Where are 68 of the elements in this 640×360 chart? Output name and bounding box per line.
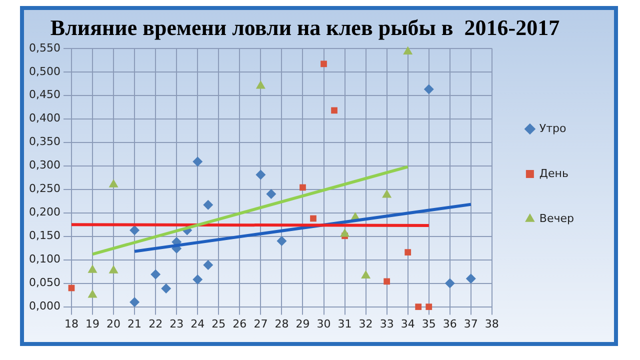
- point: [424, 84, 434, 94]
- point: [130, 297, 140, 308]
- y-tick-label: 0,500: [28, 64, 60, 78]
- legend-label: Утро: [539, 122, 567, 135]
- point: [192, 156, 203, 167]
- x-tick-label: 20: [106, 317, 121, 330]
- point: [384, 278, 390, 285]
- legend-label: Вечер: [539, 212, 574, 225]
- x-tick-label: 35: [422, 317, 436, 330]
- point: [203, 200, 214, 210]
- x-tick-label: 38: [484, 317, 499, 330]
- point: [426, 304, 432, 310]
- y-tick-label: 0,200: [28, 206, 60, 219]
- point: [444, 278, 455, 288]
- y-tick-label: 0,100: [28, 252, 60, 266]
- x-tick-label: 29: [296, 317, 310, 330]
- x-tick-label: 34: [400, 317, 415, 330]
- point: [256, 80, 266, 89]
- x-tick-label: 27: [254, 317, 268, 330]
- y-tick-label: 0,300: [28, 158, 60, 172]
- x-tick-label: 19: [86, 317, 100, 330]
- point: [300, 184, 306, 191]
- point: [276, 236, 287, 246]
- point: [340, 228, 350, 237]
- point: [192, 274, 203, 285]
- point: [382, 189, 392, 198]
- y-tick-label: 0,400: [28, 112, 60, 125]
- point: [130, 225, 140, 236]
- y-tick-label: 0,250: [28, 182, 60, 196]
- x-tick-label: 31: [338, 317, 352, 330]
- point: [161, 283, 172, 294]
- chart-title: Влияние времени ловли на клев рыбы в 2016-2017: [50, 14, 560, 40]
- point: [310, 215, 316, 222]
- y-tick-label: 0,000: [28, 300, 60, 313]
- x-tick-label: 21: [128, 317, 142, 330]
- y-tick-label: 0,050: [28, 276, 60, 290]
- x-tick-label: 32: [358, 317, 373, 330]
- x-tick-label: 25: [212, 317, 226, 330]
- x-tick-label: 22: [148, 317, 163, 330]
- point: [256, 170, 266, 180]
- y-tick-label: 0,550: [28, 41, 60, 54]
- point: [466, 274, 476, 284]
- point: [150, 269, 161, 280]
- point: [361, 270, 371, 279]
- x-tick-label: 23: [170, 317, 184, 330]
- point: [404, 249, 412, 256]
- y-tick-label: 0,450: [28, 88, 60, 102]
- point: [88, 290, 98, 298]
- x-tick-label: 30: [316, 317, 331, 330]
- legend-label: День: [539, 166, 568, 180]
- y-tick-label: 0,350: [28, 135, 60, 148]
- point: [88, 264, 98, 273]
- point: [108, 179, 118, 188]
- point: [320, 60, 327, 68]
- y-tick-label: 0,150: [28, 229, 60, 242]
- x-tick-label: 26: [232, 317, 247, 330]
- point: [403, 46, 413, 54]
- x-tick-label: 36: [442, 317, 457, 330]
- x-tick-label: 24: [190, 317, 205, 330]
- x-tick-label: 33: [380, 317, 394, 330]
- x-tick-label: 37: [464, 317, 478, 330]
- point: [203, 260, 214, 270]
- point: [331, 107, 338, 114]
- point: [108, 265, 118, 274]
- point: [415, 304, 422, 310]
- point: [266, 189, 276, 200]
- x-tick-label: 28: [274, 317, 289, 330]
- x-tick-label: 18: [64, 317, 78, 330]
